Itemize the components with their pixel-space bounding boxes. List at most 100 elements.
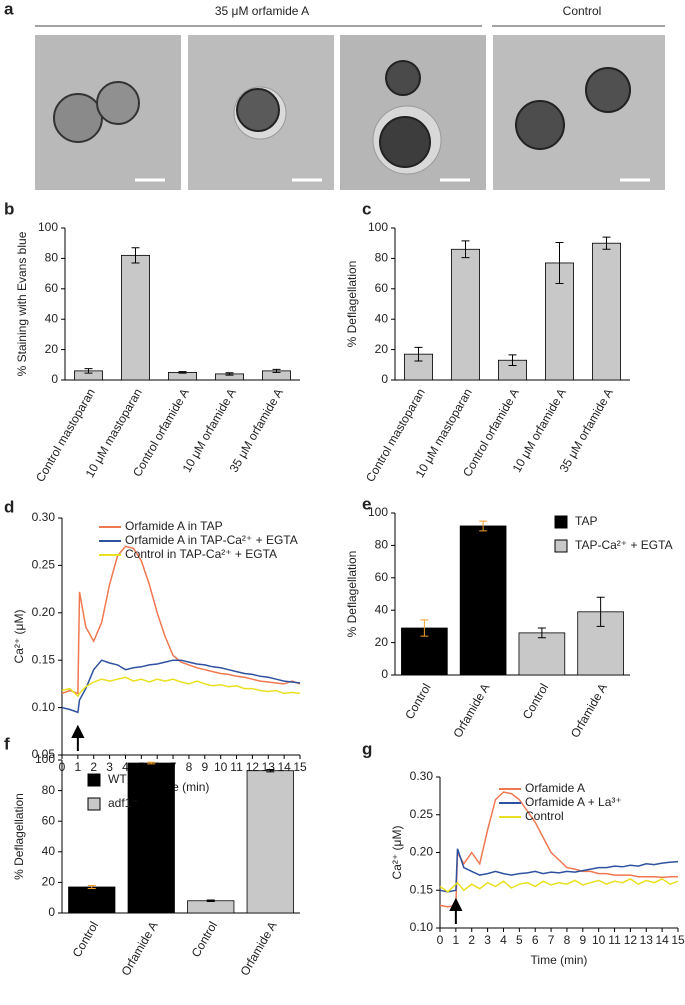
y-tick-label: 0.30 [32,510,56,524]
y-tick-label: 0 [51,372,58,386]
y-tick-label: 80 [42,783,56,797]
error-bar [84,368,93,374]
x-tick-label: 12 [624,933,638,947]
x-tick-label: 9 [579,933,586,947]
x-tick-label: 11 [230,760,243,774]
series-line [61,659,301,714]
legend-label: WT [108,772,127,786]
bar [401,627,448,676]
y-tick-label: 100 [368,505,388,519]
y-tick-label: 20 [45,342,59,356]
stimulus-arrow [71,724,85,751]
error-bar [420,619,429,637]
y-tick-label: 60 [42,813,56,827]
y-axis-label: % Deflagellation [345,261,359,348]
legend-label: Control [525,809,564,823]
y-tick-label: 60 [375,281,389,295]
error-bar [178,371,187,374]
error-bar [131,247,140,264]
y-tick-label: 100 [35,752,55,766]
bar [459,525,507,676]
error-bar [87,884,96,890]
micrograph [493,35,665,190]
legend-label: adf1⁻ [108,796,138,810]
micrograph [35,35,181,190]
error-bar [596,596,605,627]
y-tick-label: 100 [368,220,388,234]
legend-swatch [554,539,568,553]
x-axis-label: Time (min) [531,953,588,967]
legend-label: TAP-Ca²⁺ + EGTA [575,538,673,552]
x-tick-label: Orfamide A [450,681,492,740]
x-tick-label: 4 [122,760,129,774]
y-axis-label: % Deflagellation [12,793,26,880]
legend-label: Orfamide A + La³⁺ [525,795,622,809]
y-tick-label: 0.10 [410,920,434,934]
bar [121,254,151,381]
bar [127,762,175,914]
y-tick-label: 0.25 [32,558,56,572]
y-tick-label: 40 [375,602,389,616]
error-bar [206,899,215,903]
bar [187,900,235,914]
legend-swatch [87,797,101,811]
bar [592,242,622,381]
legend-label: Orfamide A in TAP [125,519,223,533]
y-tick-label: 60 [45,281,59,295]
legend-label: Control in TAP-Ca²⁺ + EGTA [125,547,277,561]
x-tick-label: 2 [468,933,475,947]
y-tick-label: 0 [381,372,388,386]
micrograph [188,35,334,190]
error-bar [602,236,611,250]
x-tick-label: 8 [564,933,571,947]
legend-swatch [87,773,101,787]
x-tick-label: 35 μM orfamide A [557,386,616,475]
series-line [439,848,679,893]
bar [68,886,116,914]
error-bar [508,354,517,367]
error-bar [555,241,564,284]
x-tick-label: 6 [532,933,539,947]
x-tick-label: 10 [592,933,606,947]
x-tick-label: 14 [655,933,669,947]
stimulus-arrow [449,897,463,924]
x-tick-label: 0 [437,933,444,947]
error-bar [461,240,470,259]
x-tick-label: 4 [500,933,507,947]
x-tick-label: 35 μM orfamide A [227,386,286,475]
error-bar [266,768,275,773]
legend-label: Orfamide A in TAP-Ca²⁺ + EGTA [125,533,298,547]
y-tick-label: 20 [375,342,389,356]
y-axis-label: % Staining with Evans blue [15,231,29,376]
y-tick-label: 0.30 [410,769,434,783]
y-tick-label: 0.15 [32,652,56,666]
y-tick-label: 0.05 [32,747,56,761]
y-tick-label: 40 [45,311,59,325]
panel-letter: e [362,494,371,513]
x-tick-label: 7 [548,933,555,947]
error-bar [272,368,281,373]
micrograph [340,35,486,190]
x-tick-label: Orfamide A [118,919,160,978]
y-tick-label: 40 [42,844,56,858]
y-tick-label: 20 [42,875,56,889]
error-bar [225,372,234,376]
y-axis-label: % Deflagellation [345,551,359,638]
x-tick-label: 2 [90,760,97,774]
panel-letter: c [362,199,371,218]
x-tick-label: 15 [671,933,685,947]
series-line [439,791,678,908]
x-tick-label: 1 [453,933,460,947]
x-tick-label: Control [70,919,101,960]
x-tick-label: 9 [201,760,208,774]
x-tick-label: 8 [186,760,193,774]
y-tick-label: 40 [375,311,389,325]
x-tick-label: 15 [293,760,307,774]
error-bar [147,761,156,765]
panel-letter: d [4,497,14,516]
bar [450,248,480,381]
panel-letter: g [362,739,372,758]
bar [518,632,566,676]
y-tick-label: 100 [38,220,58,234]
y-tick-label: 80 [375,251,389,265]
